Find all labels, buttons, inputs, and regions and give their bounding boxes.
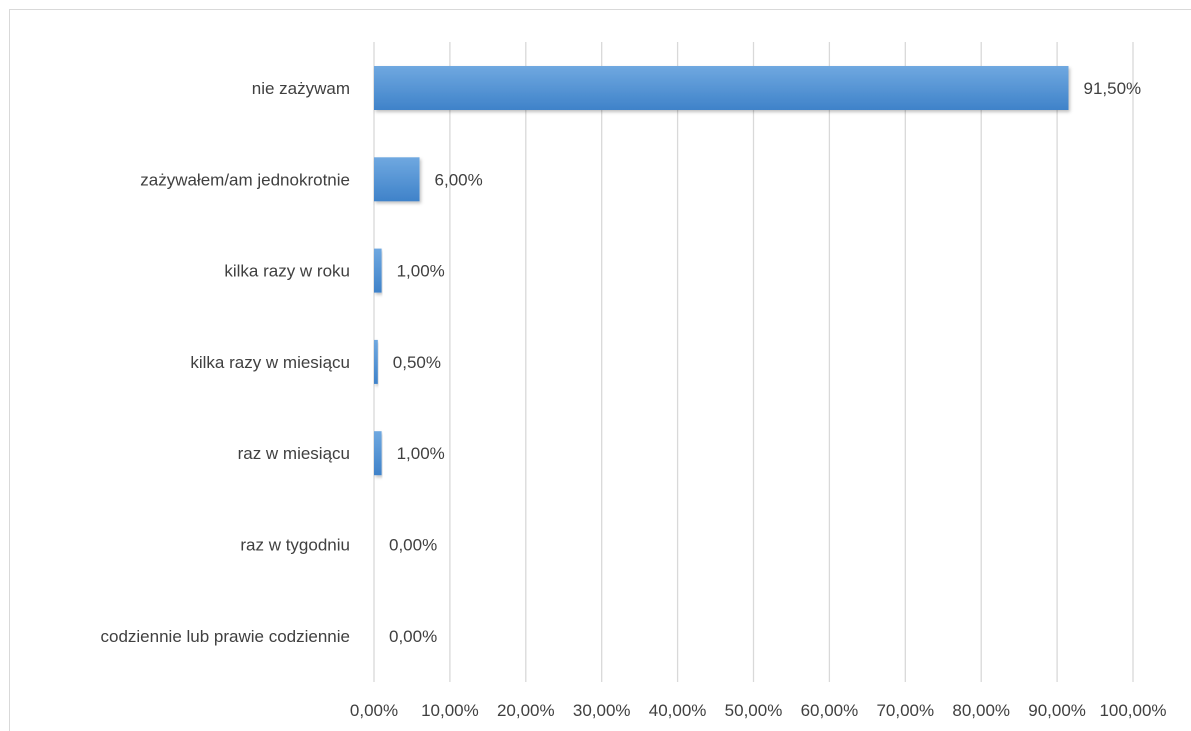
category-labels: nie zażywam zażywałem/am jednokrotnie kilk… (101, 79, 351, 646)
category-label: zażywałem/am jednokrotnie (140, 170, 350, 189)
data-label: 91,50% (1083, 79, 1141, 98)
category-label: nie zażywam (252, 79, 350, 98)
x-tick-label: 100,00% (1099, 701, 1166, 720)
x-tick-label: 80,00% (952, 701, 1010, 720)
x-axis-tick-labels: 0,00% 10,00% 20,00% 30,00% 40,00% 50,00% 60,00… (350, 701, 1167, 720)
x-tick-label: 60,00% (801, 701, 859, 720)
x-tick-label: 0,00% (350, 701, 398, 720)
bar (374, 66, 1069, 110)
gridlines (373, 42, 1134, 682)
data-label: 1,00% (397, 444, 445, 463)
category-label: raz w tygodniu (240, 536, 350, 555)
x-tick-label: 40,00% (649, 701, 707, 720)
x-tick-label: 30,00% (573, 701, 631, 720)
category-label: kilka razy w roku (224, 262, 350, 281)
data-label: 1,00% (397, 262, 445, 281)
bar (374, 431, 382, 476)
chart-frame (9, 9, 1191, 731)
bar (374, 248, 382, 293)
data-labels: 91,50% 6,00% 1,00% 0,50% 1,00% 0,00% 0,00% (389, 79, 1141, 646)
category-label: kilka razy w miesiącu (190, 353, 350, 372)
data-label: 0,50% (393, 353, 441, 372)
data-label: 0,00% (389, 536, 437, 555)
x-tick-label: 20,00% (497, 701, 555, 720)
x-tick-label: 50,00% (725, 701, 783, 720)
x-tick-label: 90,00% (1028, 701, 1086, 720)
bars (374, 66, 1069, 476)
category-label: raz w miesiącu (238, 444, 350, 463)
data-label: 6,00% (435, 170, 483, 189)
category-label: codziennie lub prawie codziennie (101, 627, 351, 646)
data-label: 0,00% (389, 627, 437, 646)
x-tick-label: 10,00% (421, 701, 479, 720)
bar (374, 157, 420, 202)
x-tick-label: 70,00% (876, 701, 934, 720)
bar (374, 339, 378, 384)
